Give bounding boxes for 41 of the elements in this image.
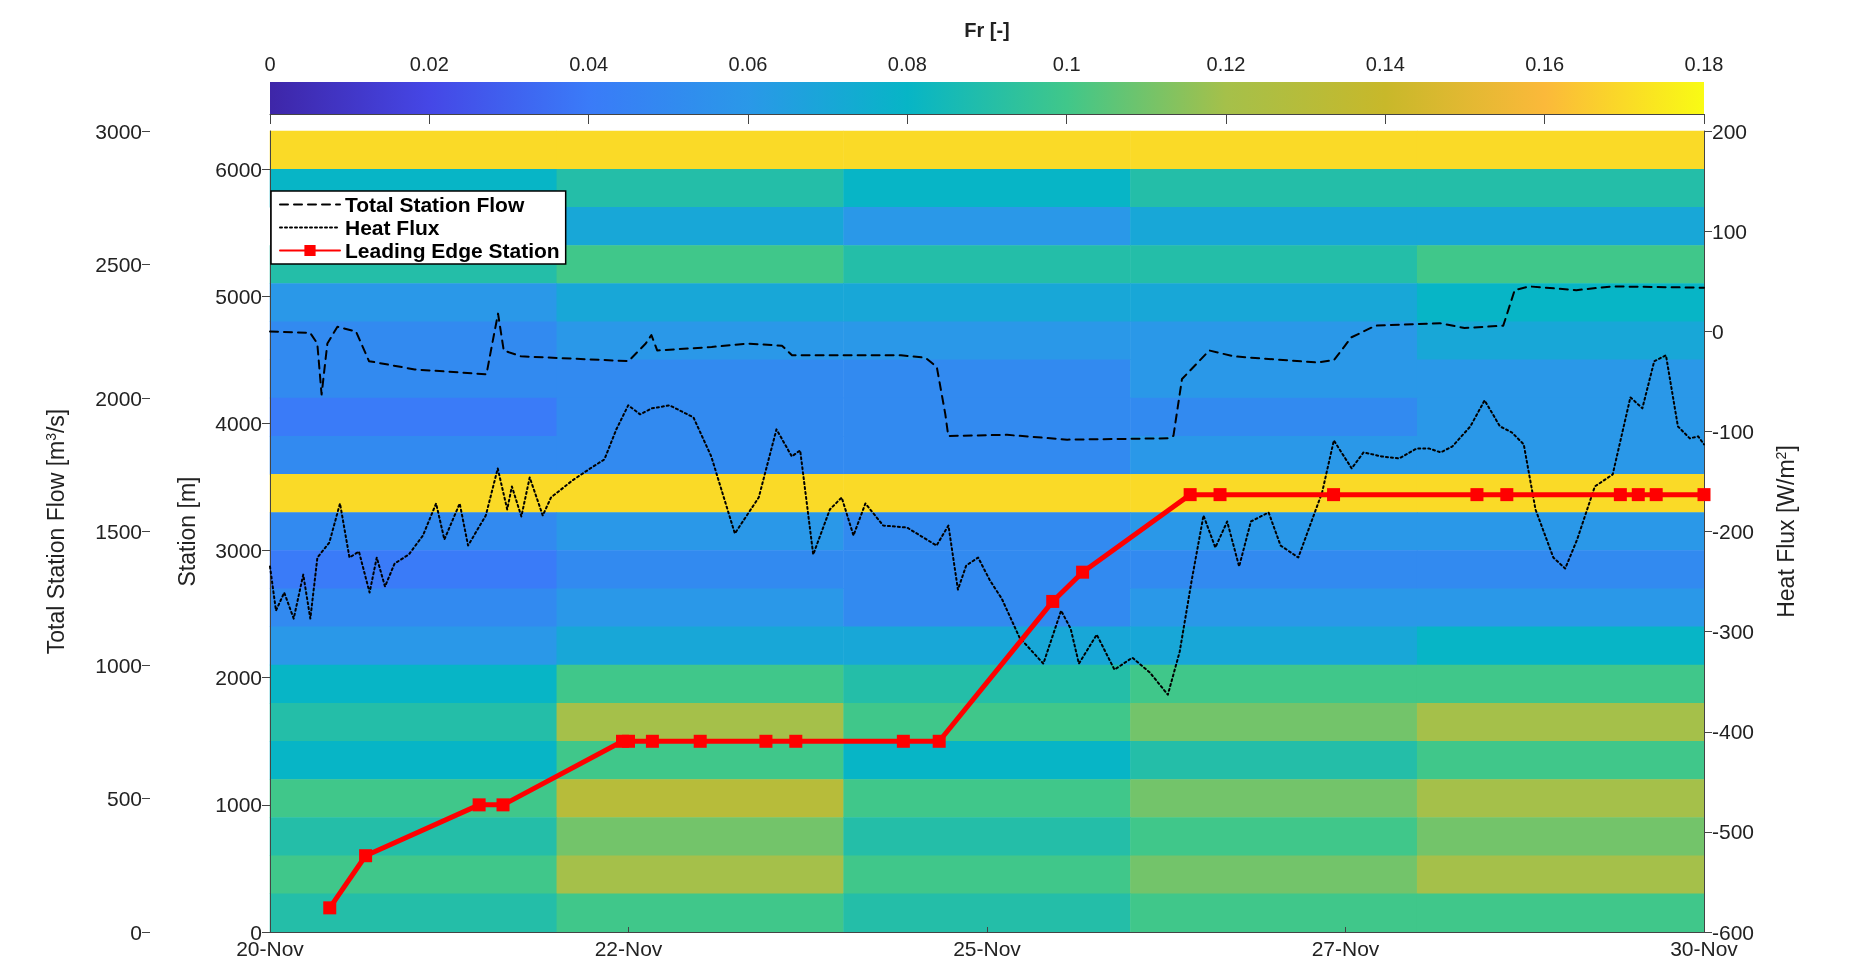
legend-label: Leading Edge Station [345,239,560,262]
y3-tick-label: 0 [130,920,142,944]
color-bar-label: 0.08 [887,53,927,75]
y2-tick-label: 200 [1712,119,1748,143]
y2-tick-label: 100 [1712,219,1748,243]
x-tick-label: 25-Nov [953,937,1022,960]
legend-label: Heat Flux [345,216,440,239]
color-bar-label: 0.14 [1365,53,1405,75]
color-bar-title: Fr [-] [964,19,1010,41]
x-tick-label: 22-Nov [594,937,663,960]
y3-tick-label: 1500 [95,520,142,543]
y2-tick-label: 0 [1712,319,1724,343]
y2-axis-title: Heat Flux [W/m2] [1773,445,1799,618]
y-tick-label: 3000 [215,539,262,563]
color-bar-label: 0.16 [1525,53,1565,75]
color-bar-label: 0.02 [409,53,449,75]
legend-label: Total Station Flow [345,193,525,216]
y3-axis-title: Total Station Flow [m3/s] [43,408,69,655]
y3-tick-label: 500 [106,787,142,810]
x-tick-label: 27-Nov [1311,937,1380,960]
color-bar-label: 0.18 [1684,53,1724,75]
y2-tick-label: -100 [1712,419,1755,443]
color-bar-label: 0.04 [569,53,609,75]
y2-tick-label: -300 [1712,620,1755,644]
color-bar-label: 0.1 [1052,53,1081,75]
y2-tick-label: -200 [1712,520,1755,543]
y-axis-title: Station [m] [173,476,200,587]
y3-tick-label: 1000 [95,653,142,677]
y-tick-label: 5000 [215,284,262,308]
y-tick-label: 6000 [215,157,262,181]
y3-tick-label: 2500 [95,253,142,276]
color-bar-label: 0.06 [728,53,768,75]
y3-tick-label: 2000 [95,386,142,410]
y3-tick-label: 3000 [95,119,142,143]
color-bar-label: 0 [264,53,276,75]
y2-tick-label: -400 [1712,720,1755,744]
y-tick-label: 2000 [215,666,262,690]
color-bar-label: 0.12 [1206,53,1246,75]
y2-tick-label: -500 [1712,820,1755,844]
y-tick-label: 1000 [215,793,262,817]
y-tick-label: 4000 [215,411,262,435]
